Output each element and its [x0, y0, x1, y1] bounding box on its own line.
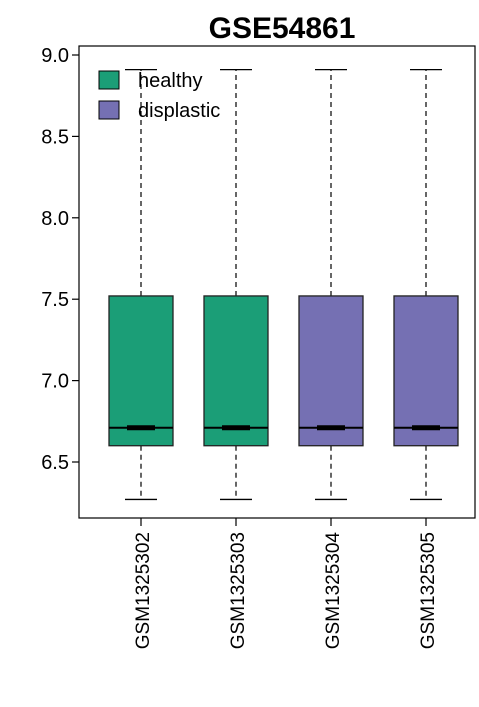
y-tick-label-3: 8.0: [41, 208, 69, 230]
legend-swatch-healthy: [98, 70, 120, 90]
y-tick-label-2: 7.5: [41, 289, 69, 311]
x-tick-label-0: GSM1325302: [133, 532, 154, 649]
legend-label-healthy: healthy: [138, 70, 203, 92]
x-tick-label-3: GSM1325305: [418, 532, 439, 649]
legend-label-displastic: displastic: [138, 100, 220, 122]
y-tick-label-4: 8.5: [41, 126, 69, 148]
y-tick-label-5: 9.0: [41, 45, 69, 67]
y-tick-label-0: 6.5: [41, 452, 69, 474]
x-tick-label-1: GSM1325303: [228, 532, 249, 649]
box-GSM1325305: [393, 295, 459, 447]
x-tick-label-2: GSM1325304: [323, 532, 344, 650]
box-GSM1325302: [108, 295, 174, 447]
box-GSM1325303: [203, 295, 269, 447]
plot-frame: [78, 45, 476, 519]
chart-title: GSE54861: [209, 12, 356, 45]
legend-swatch-displastic: [98, 100, 120, 120]
y-tick-label-1: 7.0: [41, 371, 69, 393]
box-GSM1325304: [298, 295, 364, 447]
